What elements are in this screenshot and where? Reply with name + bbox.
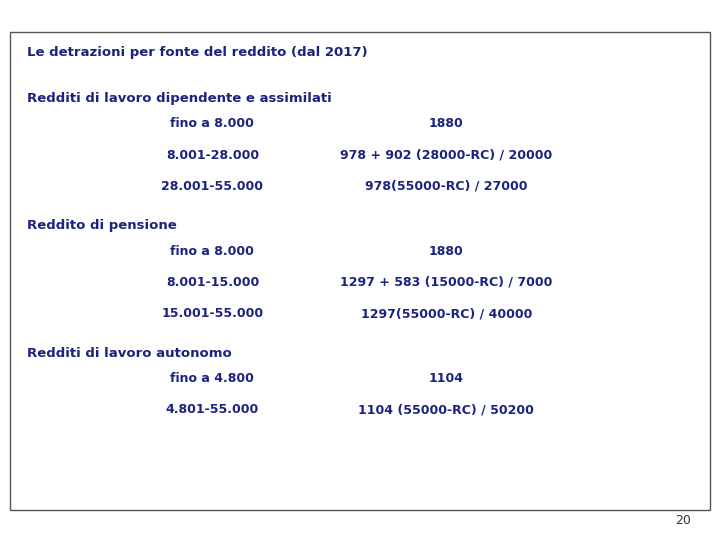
Text: 978 + 902 (28000-RC) / 20000: 978 + 902 (28000-RC) / 20000 — [341, 148, 552, 161]
Text: 978(55000-RC) / 27000: 978(55000-RC) / 27000 — [365, 180, 528, 193]
Text: 4.801-55.000: 4.801-55.000 — [166, 403, 259, 416]
Text: 1297 + 583 (15000-RC) / 7000: 1297 + 583 (15000-RC) / 7000 — [341, 276, 552, 289]
Text: fino a 4.800: fino a 4.800 — [171, 372, 254, 385]
Text: 1880: 1880 — [429, 117, 464, 130]
Text: 8.001-15.000: 8.001-15.000 — [166, 276, 259, 289]
Text: 1297(55000-RC) / 40000: 1297(55000-RC) / 40000 — [361, 307, 532, 320]
Text: Redditi di lavoro autonomo: Redditi di lavoro autonomo — [27, 347, 232, 360]
Text: 1104: 1104 — [429, 372, 464, 385]
Text: fino a 8.000: fino a 8.000 — [171, 245, 254, 258]
Text: 28.001-55.000: 28.001-55.000 — [161, 180, 264, 193]
Text: Le detrazioni per fonte del reddito (dal 2017): Le detrazioni per fonte del reddito (dal… — [27, 46, 368, 59]
Text: fino a 8.000: fino a 8.000 — [171, 117, 254, 130]
Text: 1104 (55000-RC) / 50200: 1104 (55000-RC) / 50200 — [359, 403, 534, 416]
Text: 8.001-28.000: 8.001-28.000 — [166, 148, 259, 161]
Text: 15.001-55.000: 15.001-55.000 — [161, 307, 264, 320]
Text: 20: 20 — [675, 514, 691, 526]
FancyBboxPatch shape — [10, 32, 710, 510]
Text: Reddito di pensione: Reddito di pensione — [27, 219, 177, 232]
Text: 1880: 1880 — [429, 245, 464, 258]
Text: Redditi di lavoro dipendente e assimilati: Redditi di lavoro dipendente e assimilat… — [27, 92, 332, 105]
